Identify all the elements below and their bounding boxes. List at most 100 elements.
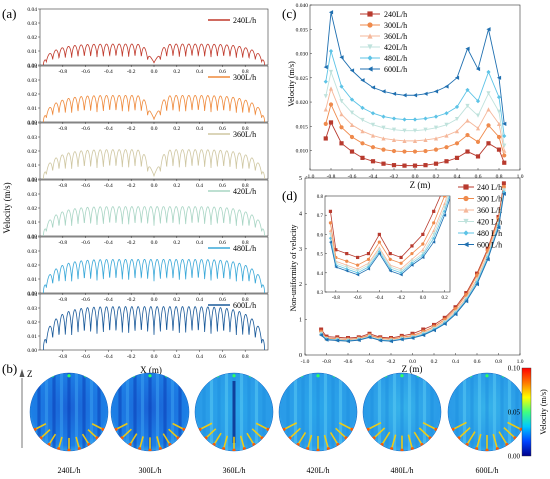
velocity-profile-420L/h (43, 206, 265, 237)
inlet-jet (297, 432, 307, 446)
data-point (360, 155, 365, 160)
flow-streak (170, 373, 175, 451)
inlet-spot (232, 448, 236, 451)
inset-data-point (377, 240, 381, 244)
data-point (412, 149, 418, 154)
x-tick-label: 0.2 (173, 240, 180, 246)
data-point (475, 139, 481, 144)
data-point (496, 75, 502, 80)
flow-streak (338, 373, 343, 451)
inset-x-tick-label: -0.2 (397, 296, 405, 301)
y-tick-label: 0.04 (27, 64, 37, 70)
colorbar-gradient (521, 367, 532, 457)
y-tick-label: 0.01 (27, 163, 37, 169)
flow-streak (118, 373, 122, 451)
data-point (339, 125, 344, 130)
inset-data-point (421, 255, 425, 260)
inset-data-point (410, 259, 414, 263)
flow-streak (140, 373, 145, 451)
inset-data-point (328, 209, 333, 213)
series-line (325, 12, 505, 124)
y-tick-label: 0.00 (27, 63, 37, 69)
series-480L/h: 480L/h (323, 49, 507, 139)
x-tick-label: 0.0 (409, 359, 416, 365)
subplot-240L/h: 0.00 0.01 0.02 0.03 0.04 -0.8 -0.6 -0.4 -0.2 0.0 0… (27, 7, 269, 75)
y-tick-label: 0.01 (27, 334, 37, 340)
data-point (370, 145, 376, 150)
inlet-spot (148, 448, 152, 451)
x-tick-label: -0.4 (104, 297, 113, 303)
contour-360L/h (194, 372, 274, 452)
data-point (328, 69, 334, 75)
data-point (423, 127, 428, 132)
inset-data-point (421, 248, 425, 252)
contour-label: 300L/h (138, 466, 161, 475)
data-point (486, 27, 491, 32)
inlet-jet (121, 428, 132, 439)
inset-data-point (328, 236, 333, 240)
center-jet (232, 381, 236, 443)
inset-x-tick-label: 0.0 (420, 296, 427, 301)
data-point (433, 161, 439, 166)
x-tick-label: 0.2 (173, 126, 180, 132)
inset-data-point (356, 273, 360, 277)
inset-data-point (366, 267, 371, 271)
flow-streak (308, 373, 313, 451)
contour-480L/h (362, 372, 442, 452)
y-tick-label: 0.010 (296, 149, 309, 155)
inlet-jet (48, 433, 57, 446)
inset-data-point (345, 265, 349, 269)
flow-streak (286, 373, 290, 451)
inlet-jet (162, 433, 171, 446)
data-point (328, 120, 334, 125)
flow-streak (422, 373, 427, 451)
data-point (454, 104, 460, 110)
inset-data-point (377, 252, 381, 256)
contour-label: 420L/h (306, 466, 329, 475)
colorbar-label: Velocity (m/s) (539, 389, 548, 435)
flow-streak (415, 373, 419, 451)
x-tick-label: -0.8 (58, 69, 67, 75)
legend-label: 480L/h (233, 244, 256, 253)
data-point (370, 122, 376, 127)
inset-x-tick-label: -0.8 (332, 296, 340, 301)
x-tick-label: 0.6 (219, 183, 226, 189)
y-tick-label: 0.01 (27, 220, 37, 226)
data-point (496, 225, 501, 230)
inlet-jet (289, 427, 301, 439)
flow-streak (133, 373, 137, 451)
legend-marker (463, 184, 469, 190)
x-tick-label: 0.4 (196, 69, 203, 75)
x-tick-label: -0.4 (104, 69, 113, 75)
panel-c-x-axis-label: Z (m) (410, 180, 431, 190)
inlet-jet (81, 433, 90, 446)
inset-data-point (366, 257, 371, 261)
flow-streak (52, 373, 56, 451)
inset-x-tick-label: 0.2 (441, 296, 448, 301)
data-point (421, 333, 426, 338)
data-point (323, 107, 328, 112)
x-tick-label: 0.0 (151, 126, 158, 132)
legend-marker (367, 44, 373, 50)
x-tick-label: -0.8 (58, 126, 67, 132)
inset-y-tick-label: 0.6 (317, 233, 324, 238)
data-point (381, 147, 386, 152)
inlet-jet (367, 421, 382, 431)
outlet-spot (469, 374, 473, 378)
data-point (475, 66, 481, 72)
x-tick-label: 0.4 (196, 183, 203, 189)
panel-a-subplots: 0.000.010.020.030.04-0.8 -0.6 -0.4 -0.2 0.0 0… (27, 7, 269, 360)
inset-data-point (328, 240, 333, 244)
inlet-jet (40, 429, 51, 439)
flow-streak (485, 373, 489, 451)
inset-x-tick-label: -0.4 (375, 296, 383, 301)
inset-data-point (388, 267, 392, 271)
inlet-jet (205, 428, 217, 439)
outlet-spot (300, 374, 304, 378)
x-tick-label: -0.8 (58, 297, 67, 303)
y-tick-label: 0.040 (296, 3, 309, 9)
inset-data-point (421, 252, 425, 256)
data-point (496, 121, 502, 126)
inset-data-point (410, 252, 414, 256)
flow-streak (400, 373, 404, 451)
